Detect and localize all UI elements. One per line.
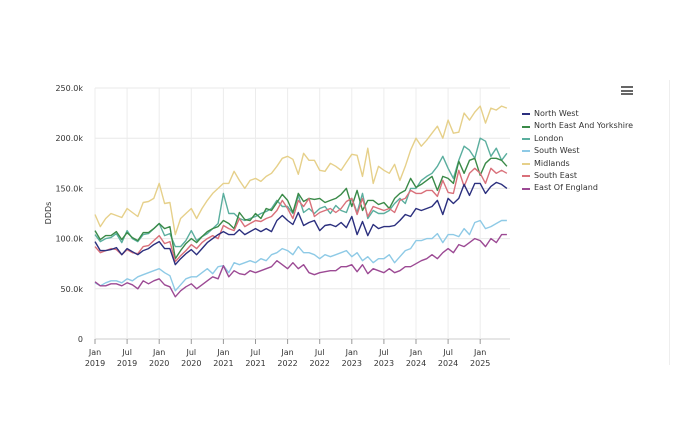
series-line-midlands[interactable] — [94, 105, 508, 236]
x-tick-year: 2023 — [342, 359, 362, 368]
legend-swatch — [522, 150, 530, 153]
legend-label: London — [534, 133, 564, 143]
x-tick-year: 2019 — [117, 359, 137, 368]
x-tick-month: Jan — [473, 348, 486, 357]
legend-label: Midlands — [534, 158, 570, 168]
x-tick-month: Jul — [442, 348, 453, 357]
x-tick-month: Jan — [152, 348, 165, 357]
x-tick-year: 2024 — [406, 359, 426, 368]
x-tick-month: Jan — [345, 348, 358, 357]
y-axis-ticks: 0 50.0k 100.0k 150.0k 200.0k 250.0k — [55, 84, 83, 344]
x-axis-ticks: Jan 2019 Jul 2019 Jan 2020 Jul 2020 Jan 2021 Jul 20… — [85, 339, 490, 368]
series-lines — [94, 105, 508, 298]
legend-swatch — [522, 175, 530, 178]
hamburger-menu-icon[interactable] — [621, 86, 633, 96]
series-line-north-east-and-yorkshire[interactable] — [94, 157, 508, 260]
x-tick-month: Jan — [280, 348, 293, 357]
x-tick-month: Jul — [121, 348, 132, 357]
x-tick-year: 2019 — [85, 359, 105, 368]
legend: North West North East And Yorkshire London… — [522, 108, 633, 195]
y-tick-label: 0 — [78, 335, 83, 344]
legend-item-north-east-and-yorkshire[interactable]: North East And Yorkshire — [522, 120, 633, 132]
legend-swatch — [522, 137, 530, 140]
x-tick-month: Jul — [250, 348, 261, 357]
x-tick-month: Jul — [185, 348, 196, 357]
legend-label: East Of England — [534, 183, 598, 193]
y-tick-label: 50.0k — [61, 285, 84, 294]
legend-item-midlands[interactable]: Midlands — [522, 158, 633, 170]
y-tick-label: 150.0k — [55, 184, 83, 193]
series-line-east-of-england[interactable] — [94, 233, 507, 298]
series-line-south-east[interactable] — [94, 167, 508, 263]
x-tick-year: 2022 — [277, 359, 297, 368]
legend-swatch — [522, 113, 530, 116]
legend-item-south-east[interactable]: South East — [522, 170, 633, 182]
x-tick-month: Jul — [378, 348, 389, 357]
legend-swatch — [522, 162, 530, 165]
legend-item-london[interactable]: London — [522, 133, 633, 145]
legend-item-south-west[interactable]: South West — [522, 145, 633, 157]
x-tick-year: 2021 — [213, 359, 233, 368]
series-line-north-west[interactable] — [94, 181, 508, 266]
x-tick-year: 2020 — [149, 359, 169, 368]
x-tick-year: 2022 — [310, 359, 330, 368]
x-tick-year: 2023 — [374, 359, 394, 368]
x-tick-month: Jan — [409, 348, 422, 357]
legend-label: North West — [534, 109, 579, 118]
panel-divider — [669, 80, 670, 365]
legend-swatch — [522, 125, 530, 128]
x-tick-year: 2025 — [470, 359, 490, 368]
grid — [94, 87, 510, 340]
y-tick-label: 200.0k — [55, 134, 83, 143]
y-axis-label: DDDs — [44, 202, 53, 225]
legend-item-east-of-england[interactable]: East Of England — [522, 182, 633, 194]
x-tick-month: Jul — [314, 348, 325, 357]
x-tick-month: Jan — [88, 348, 101, 357]
series-line-london[interactable] — [94, 137, 508, 248]
x-tick-year: 2021 — [245, 359, 265, 368]
legend-label: North East And Yorkshire — [534, 121, 634, 131]
series-line-south-west[interactable] — [94, 219, 507, 292]
legend-label: South East — [534, 170, 578, 180]
legend-label: South West — [534, 146, 580, 156]
x-tick-month: Jan — [216, 348, 229, 357]
y-tick-label: 100.0k — [55, 235, 83, 244]
y-tick-label: 250.0k — [55, 84, 83, 93]
legend-item-north-west[interactable]: North West — [522, 108, 633, 120]
x-tick-year: 2024 — [438, 359, 458, 368]
x-tick-year: 2020 — [181, 359, 201, 368]
legend-swatch — [522, 187, 530, 190]
